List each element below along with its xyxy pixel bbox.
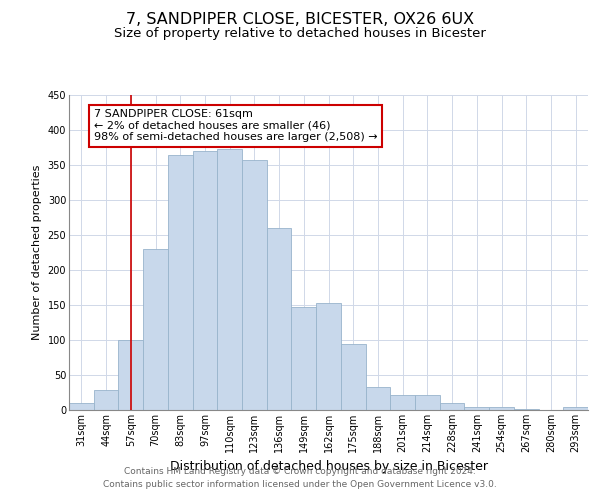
Bar — [341, 344, 365, 410]
Bar — [193, 151, 217, 410]
Bar — [242, 160, 267, 410]
Bar — [69, 403, 94, 410]
Bar — [316, 303, 341, 410]
Text: Contains HM Land Registry data © Crown copyright and database right 2024.: Contains HM Land Registry data © Crown c… — [124, 467, 476, 476]
Bar — [415, 394, 440, 410]
Bar — [143, 249, 168, 410]
Bar — [168, 154, 193, 410]
Bar — [94, 390, 118, 410]
Bar — [390, 396, 415, 410]
Text: Contains public sector information licensed under the Open Government Licence v3: Contains public sector information licen… — [103, 480, 497, 489]
Bar — [365, 387, 390, 410]
Text: Size of property relative to detached houses in Bicester: Size of property relative to detached ho… — [114, 28, 486, 40]
Y-axis label: Number of detached properties: Number of detached properties — [32, 165, 42, 340]
Bar — [464, 407, 489, 410]
Bar — [118, 340, 143, 410]
Bar — [489, 406, 514, 410]
Bar — [292, 307, 316, 410]
Text: 7 SANDPIPER CLOSE: 61sqm
← 2% of detached houses are smaller (46)
98% of semi-de: 7 SANDPIPER CLOSE: 61sqm ← 2% of detache… — [94, 109, 377, 142]
Text: 7, SANDPIPER CLOSE, BICESTER, OX26 6UX: 7, SANDPIPER CLOSE, BICESTER, OX26 6UX — [126, 12, 474, 28]
Bar — [440, 403, 464, 410]
Bar — [267, 228, 292, 410]
Bar — [563, 407, 588, 410]
Bar — [217, 149, 242, 410]
X-axis label: Distribution of detached houses by size in Bicester: Distribution of detached houses by size … — [170, 460, 487, 473]
